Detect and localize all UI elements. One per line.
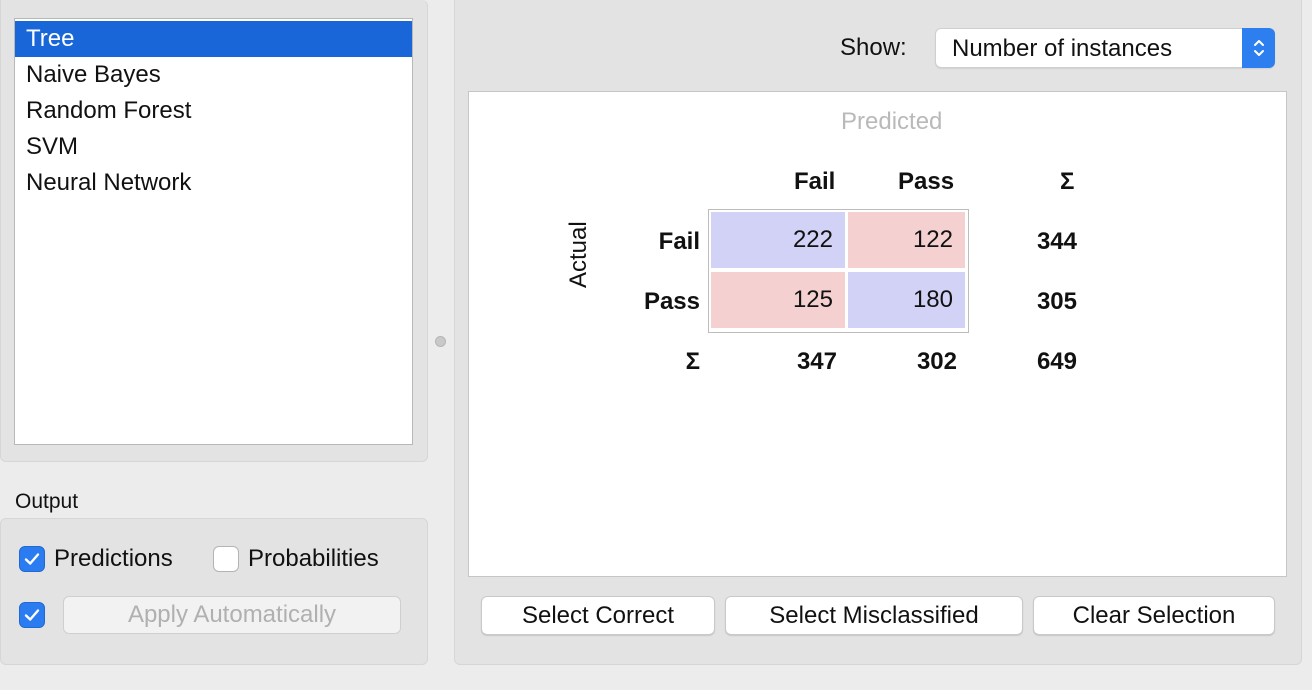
- learner-item-tree[interactable]: Tree: [15, 21, 412, 57]
- show-select[interactable]: Number of instances: [935, 28, 1275, 68]
- probabilities-label[interactable]: Probabilities: [248, 545, 379, 572]
- predictions-label[interactable]: Predictions: [54, 545, 173, 572]
- probabilities-checkbox[interactable]: [213, 546, 239, 572]
- actual-axis-label: Actual: [565, 221, 592, 288]
- row-header-sum: Σ: [685, 348, 700, 375]
- row-sum-pass: 305: [1036, 288, 1077, 315]
- predictions-checkbox[interactable]: [19, 546, 45, 572]
- learner-list[interactable]: Tree Naive Bayes Random Forest SVM Neura…: [14, 18, 413, 445]
- apply-automatically-button[interactable]: Apply Automatically: [63, 596, 401, 634]
- col-header-fail: Fail: [794, 168, 836, 195]
- row-header-pass: Pass: [643, 288, 700, 315]
- splitter-handle[interactable]: [435, 336, 446, 347]
- row-header-fail: Fail: [658, 228, 700, 255]
- confusion-matrix: Predicted Actual Fail Pass Σ Fail Pass Σ…: [468, 91, 1287, 577]
- predicted-axis-label: Predicted: [841, 108, 943, 135]
- select-stepper-icon: [1242, 28, 1275, 68]
- cell-fail-pass[interactable]: 122: [848, 212, 965, 268]
- clear-selection-button[interactable]: Clear Selection: [1033, 596, 1275, 635]
- select-misclassified-button[interactable]: Select Misclassified: [725, 596, 1023, 635]
- checkmark-icon: [24, 609, 40, 621]
- output-section-label: Output: [15, 490, 79, 513]
- select-correct-button[interactable]: Select Correct: [481, 596, 715, 635]
- col-sum-fail: 347: [796, 348, 837, 375]
- col-sum-pass: 302: [916, 348, 957, 375]
- cell-pass-pass[interactable]: 180: [848, 272, 965, 328]
- show-select-value: Number of instances: [952, 35, 1173, 62]
- col-header-sum: Σ: [1060, 168, 1075, 195]
- row-sum-fail: 344: [1036, 228, 1077, 255]
- learner-item-random-forest[interactable]: Random Forest: [26, 97, 192, 124]
- matrix-grid: 222 122 125 180: [708, 209, 969, 333]
- checkmark-icon: [24, 553, 40, 565]
- learner-item-svm[interactable]: SVM: [26, 133, 79, 160]
- learner-item-neural-network[interactable]: Neural Network: [26, 169, 192, 196]
- cell-fail-fail[interactable]: 222: [711, 212, 845, 268]
- output-panel: [0, 518, 428, 665]
- col-header-pass: Pass: [898, 168, 955, 195]
- learner-item-naive-bayes[interactable]: Naive Bayes: [26, 61, 161, 88]
- auto-apply-checkbox[interactable]: [19, 602, 45, 628]
- show-label: Show:: [840, 34, 907, 61]
- cell-pass-fail[interactable]: 125: [711, 272, 845, 328]
- total-sum: 649: [1036, 348, 1077, 375]
